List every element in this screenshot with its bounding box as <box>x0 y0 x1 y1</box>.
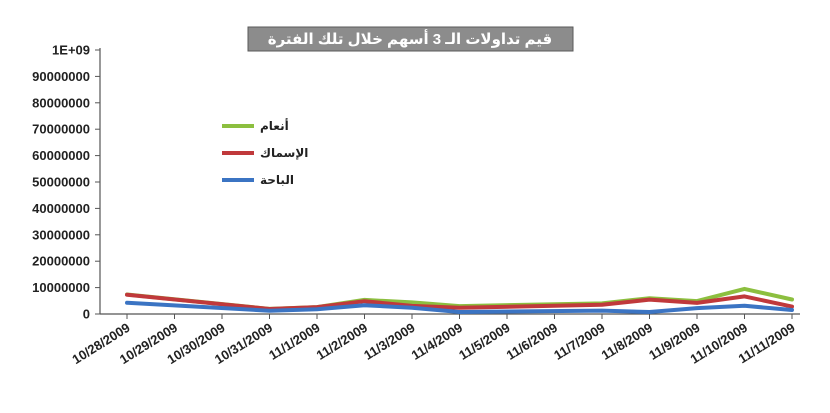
y-tick-label: 90000000 <box>32 69 90 84</box>
y-tick-label: 40000000 <box>32 201 90 216</box>
y-tick-label: 50000000 <box>32 175 90 190</box>
x-tick-label: 11/6/2009 <box>504 320 560 363</box>
y-tick-label: 0 <box>83 307 90 322</box>
legend-label-2: الإسماك <box>260 146 308 160</box>
y-tick-label: 20000000 <box>32 254 90 269</box>
legend-label-3: الباحة <box>260 173 294 187</box>
x-tick-label: 11/5/2009 <box>456 320 512 363</box>
x-tick-label: 11/3/2009 <box>361 320 417 363</box>
x-tick-label: 11/7/2009 <box>551 320 607 363</box>
chart-title: قيم تداولات الـ 3 أسهم خلال تلك الفترة <box>268 29 553 48</box>
y-tick-label: 60000000 <box>32 148 90 163</box>
x-tick-label: 11/2/2009 <box>314 320 370 363</box>
y-tick-label: 30000000 <box>32 227 90 242</box>
chart-title-background <box>247 26 574 52</box>
chart-title-box: قيم تداولات الـ 3 أسهم خلال تلك الفترة <box>247 26 574 52</box>
x-tick-label: 11/4/2009 <box>409 320 465 363</box>
y-tick-label: 70000000 <box>32 122 90 137</box>
legend-label-1: أنعام <box>260 118 289 134</box>
y-tick-label: 1E+09 <box>52 43 90 58</box>
y-tick-label: 80000000 <box>32 95 90 110</box>
y-tick-label: 10000000 <box>32 280 90 295</box>
series-line-3 <box>125 300 794 314</box>
x-tick-label: 11/8/2009 <box>599 320 655 363</box>
x-tick-label: 11/1/2009 <box>266 320 322 363</box>
